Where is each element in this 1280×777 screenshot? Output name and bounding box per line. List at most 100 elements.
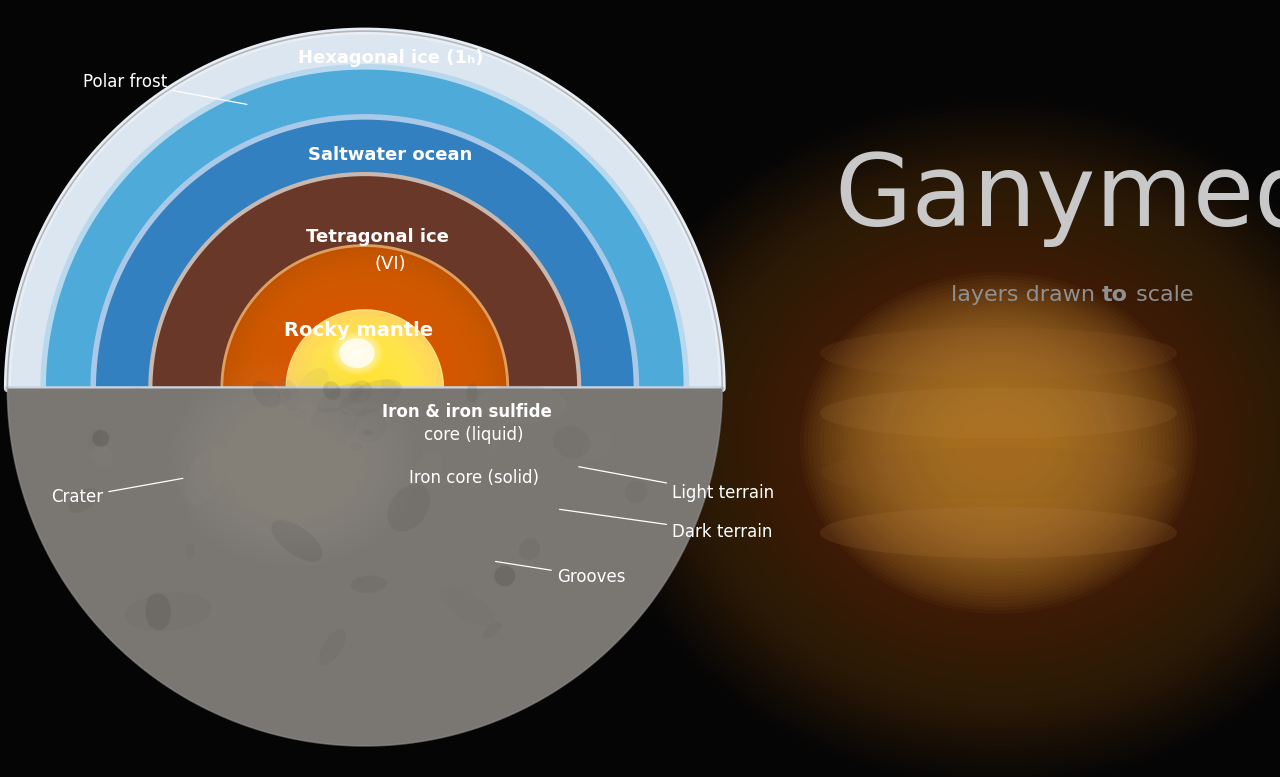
Ellipse shape bbox=[349, 377, 378, 398]
Polygon shape bbox=[302, 326, 428, 388]
Polygon shape bbox=[347, 370, 383, 388]
Ellipse shape bbox=[337, 473, 392, 506]
Ellipse shape bbox=[288, 387, 312, 412]
Ellipse shape bbox=[353, 350, 361, 356]
Polygon shape bbox=[330, 354, 399, 388]
Ellipse shape bbox=[333, 348, 366, 371]
Ellipse shape bbox=[820, 447, 1178, 499]
Polygon shape bbox=[294, 318, 435, 388]
Ellipse shape bbox=[241, 339, 268, 371]
Text: Polar frost: Polar frost bbox=[83, 72, 247, 104]
Ellipse shape bbox=[300, 301, 324, 327]
Ellipse shape bbox=[361, 382, 387, 406]
Ellipse shape bbox=[285, 409, 307, 441]
Circle shape bbox=[8, 31, 722, 746]
Text: Crater: Crater bbox=[51, 479, 183, 507]
Polygon shape bbox=[302, 326, 428, 388]
Polygon shape bbox=[298, 322, 431, 388]
Ellipse shape bbox=[349, 381, 372, 402]
Ellipse shape bbox=[476, 385, 567, 423]
Ellipse shape bbox=[335, 371, 369, 410]
Polygon shape bbox=[242, 266, 488, 388]
Polygon shape bbox=[325, 349, 404, 388]
Ellipse shape bbox=[215, 345, 229, 364]
Ellipse shape bbox=[337, 336, 378, 371]
Ellipse shape bbox=[388, 484, 430, 531]
Ellipse shape bbox=[436, 430, 448, 443]
Ellipse shape bbox=[269, 454, 288, 467]
Text: Tetragonal ice: Tetragonal ice bbox=[306, 228, 449, 246]
Polygon shape bbox=[310, 333, 420, 388]
Ellipse shape bbox=[494, 566, 516, 587]
Polygon shape bbox=[221, 246, 508, 388]
Ellipse shape bbox=[433, 82, 476, 112]
Ellipse shape bbox=[545, 179, 562, 206]
Ellipse shape bbox=[476, 336, 499, 366]
Ellipse shape bbox=[269, 362, 285, 371]
Ellipse shape bbox=[339, 390, 369, 432]
Ellipse shape bbox=[127, 388, 141, 401]
Text: scale: scale bbox=[1129, 285, 1194, 305]
Polygon shape bbox=[360, 383, 370, 388]
Polygon shape bbox=[357, 381, 372, 388]
Ellipse shape bbox=[581, 430, 614, 462]
Ellipse shape bbox=[358, 370, 376, 406]
Ellipse shape bbox=[343, 342, 371, 364]
Polygon shape bbox=[328, 352, 402, 388]
Polygon shape bbox=[297, 320, 433, 388]
Ellipse shape bbox=[342, 75, 371, 104]
Text: Dark terrain: Dark terrain bbox=[559, 509, 772, 542]
Ellipse shape bbox=[439, 193, 463, 217]
Polygon shape bbox=[339, 362, 390, 388]
Polygon shape bbox=[287, 310, 443, 388]
Ellipse shape bbox=[339, 379, 402, 416]
Ellipse shape bbox=[221, 162, 252, 223]
Ellipse shape bbox=[378, 528, 402, 559]
Polygon shape bbox=[246, 270, 484, 388]
Polygon shape bbox=[289, 314, 440, 388]
Polygon shape bbox=[93, 117, 636, 388]
Ellipse shape bbox=[481, 522, 515, 554]
Ellipse shape bbox=[549, 210, 586, 232]
Text: Grooves: Grooves bbox=[495, 562, 626, 586]
Ellipse shape bbox=[527, 312, 545, 336]
Polygon shape bbox=[314, 337, 416, 388]
Ellipse shape bbox=[146, 593, 172, 630]
Ellipse shape bbox=[338, 319, 357, 354]
Ellipse shape bbox=[230, 395, 282, 433]
Polygon shape bbox=[253, 277, 476, 388]
Ellipse shape bbox=[316, 383, 364, 413]
Ellipse shape bbox=[820, 388, 1178, 438]
Ellipse shape bbox=[289, 452, 300, 476]
Polygon shape bbox=[262, 286, 467, 388]
Polygon shape bbox=[289, 312, 440, 388]
Ellipse shape bbox=[416, 451, 443, 483]
Polygon shape bbox=[333, 357, 397, 388]
Ellipse shape bbox=[323, 382, 340, 400]
Ellipse shape bbox=[349, 442, 362, 451]
Ellipse shape bbox=[225, 402, 234, 414]
Ellipse shape bbox=[308, 407, 355, 446]
Ellipse shape bbox=[352, 349, 362, 357]
Ellipse shape bbox=[582, 260, 603, 280]
Polygon shape bbox=[230, 253, 499, 388]
Ellipse shape bbox=[276, 378, 301, 410]
Ellipse shape bbox=[266, 277, 300, 327]
Ellipse shape bbox=[396, 608, 426, 639]
Ellipse shape bbox=[479, 402, 502, 434]
Text: Iron & iron sulfide: Iron & iron sulfide bbox=[383, 402, 552, 421]
Polygon shape bbox=[307, 331, 422, 388]
Ellipse shape bbox=[342, 340, 372, 366]
Ellipse shape bbox=[297, 448, 321, 472]
Ellipse shape bbox=[820, 328, 1178, 379]
Ellipse shape bbox=[362, 429, 372, 436]
Polygon shape bbox=[234, 257, 495, 388]
Ellipse shape bbox=[509, 641, 544, 671]
Ellipse shape bbox=[339, 394, 366, 421]
Ellipse shape bbox=[283, 390, 292, 400]
Polygon shape bbox=[221, 246, 508, 388]
Ellipse shape bbox=[380, 364, 411, 397]
Ellipse shape bbox=[356, 352, 358, 354]
Polygon shape bbox=[238, 262, 492, 388]
Ellipse shape bbox=[349, 443, 381, 502]
